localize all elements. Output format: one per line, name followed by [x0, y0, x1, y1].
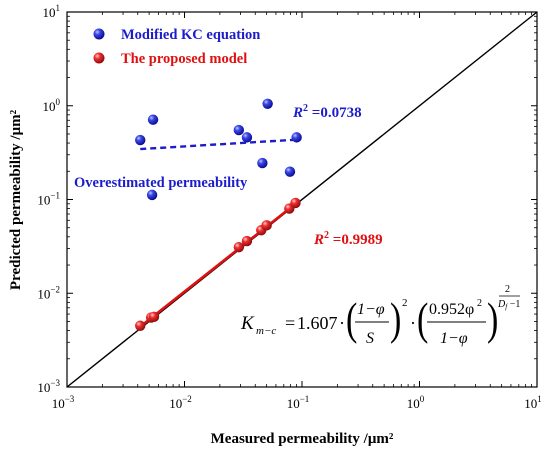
legend-label-proposed-model: The proposed model: [121, 51, 247, 67]
data-point-0-2: [146, 189, 158, 201]
y-axis-ticks: 10−3 10−2 10−1 100 101: [37, 3, 537, 395]
x-tick-label-4: 101: [524, 394, 542, 411]
svg-text:·: ·: [410, 313, 416, 333]
y-tick-label-2: 10−1: [37, 191, 60, 208]
svg-text:·: ·: [339, 313, 345, 333]
data-point-0-8: [291, 132, 302, 143]
legend: Modified KC equation The proposed model: [93, 27, 260, 67]
data-point-0-5: [257, 157, 268, 169]
model-equation: K m−c = 1.607 · ( 1−φ S ) 2 · ( 0.952φ 2…: [240, 284, 520, 347]
annotation-overestimated: Overestimated permeability: [74, 175, 248, 191]
data-point-0-7: [284, 166, 296, 177]
r2-label-modified-kc: R2 =0.0738: [292, 103, 362, 121]
svg-text:2: 2: [402, 297, 408, 309]
r2-label-proposed-model: R2 =0.9989: [313, 230, 383, 248]
svg-text:1−φ: 1−φ: [440, 330, 468, 347]
svg-text:(: (: [417, 293, 428, 344]
x-tick-label-3: 100: [407, 394, 425, 411]
data-point-0-0: [135, 134, 146, 146]
fit-line-proposed-model: [139, 201, 298, 328]
legend-marker-modified-kc: [93, 28, 105, 40]
data-point-0-6: [262, 98, 273, 109]
y-tick-label-4: 101: [43, 3, 61, 20]
fit-line-modified-kc: [140, 138, 297, 151]
x-tick-label-2: 10−1: [287, 394, 310, 411]
svg-text:1.607: 1.607: [297, 313, 338, 333]
svg-text:2: 2: [505, 284, 510, 295]
data-point-0-4: [241, 132, 253, 143]
svg-text:): ): [390, 293, 401, 344]
series-modified-kc-points: [135, 98, 302, 201]
data-point-0-1: [147, 114, 159, 125]
data-point-1-6: [261, 220, 272, 231]
svg-text:): ): [487, 293, 498, 344]
x-axis-ticks: 10−3 10−2 10−1 100 101: [52, 12, 542, 411]
x-tick-label-1: 10−2: [169, 394, 192, 411]
reference-line: [66, 11, 538, 388]
x-axis-title: Measured permeability /μm²: [211, 431, 394, 447]
svg-text:K: K: [240, 313, 255, 334]
svg-text:1−φ: 1−φ: [357, 301, 385, 318]
data-point-1-0: [135, 320, 146, 331]
svg-text:2: 2: [477, 298, 482, 309]
svg-text:=: =: [285, 313, 295, 333]
legend-label-modified-kc: Modified KC equation: [121, 27, 260, 43]
data-point-1-2: [148, 311, 160, 323]
y-tick-label-0: 10−3: [37, 378, 60, 395]
y-axis-title: Predicted permeability /μm²: [8, 109, 24, 290]
data-point-0-3: [233, 124, 245, 136]
series-proposed-model-points: [135, 197, 301, 331]
svg-text:0.952φ: 0.952φ: [429, 301, 474, 318]
data-point-1-4: [241, 235, 253, 247]
data-point-1-8: [290, 197, 301, 209]
svg-text:Df −1: Df −1: [497, 299, 520, 311]
y-tick-label-3: 100: [43, 97, 61, 114]
svg-text:(: (: [346, 293, 357, 344]
legend-marker-proposed-model: [93, 52, 105, 64]
svg-text:S: S: [366, 330, 374, 347]
svg-text:m−c: m−c: [256, 325, 276, 337]
data-point-1-3: [233, 241, 245, 253]
y-tick-label-1: 10−2: [37, 284, 60, 301]
x-tick-label-0: 10−3: [52, 394, 75, 411]
